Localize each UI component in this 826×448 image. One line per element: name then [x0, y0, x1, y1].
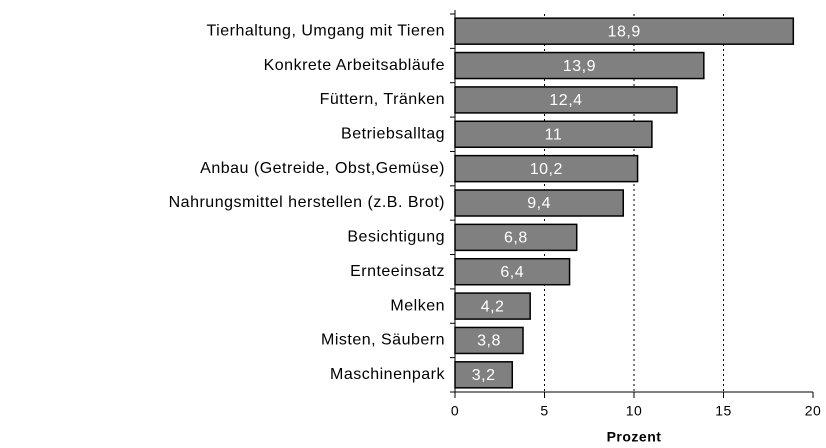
- bar: [454, 223, 578, 252]
- value-label: 10,2: [530, 161, 563, 178]
- bar: [454, 86, 678, 114]
- bar: [454, 17, 795, 45]
- x-tick-label: 20: [805, 403, 822, 419]
- value-label: 11: [545, 126, 563, 143]
- bar: [454, 51, 705, 80]
- bar: [454, 361, 514, 389]
- bar: [454, 154, 639, 183]
- value-label: 3,2: [472, 367, 496, 384]
- bar: [454, 120, 653, 149]
- y-tick-label: Nahrungsmittel herstellen (z.B. Brot): [169, 194, 445, 211]
- y-tick-label: Füttern, Tränken: [320, 91, 445, 108]
- bar: [454, 189, 625, 217]
- x-tick-label: 15: [715, 403, 732, 419]
- x-tick-label: 10: [626, 403, 643, 419]
- y-tick-label: Ernteeinsatz: [350, 263, 445, 280]
- value-label: 13,9: [563, 58, 596, 75]
- y-tick-label: Maschinenpark: [330, 366, 446, 383]
- y-tick-label: Anbau (Getreide, Obst,Gemüse): [200, 160, 445, 177]
- value-label: 6,4: [500, 264, 524, 281]
- y-tick-label: Misten, Säubern: [321, 332, 445, 349]
- x-tick-label: 0: [451, 403, 459, 419]
- value-label: 3,8: [477, 333, 501, 350]
- value-label: 4,2: [481, 298, 505, 315]
- y-tick-label: Tierhaltung, Umgang mit Tieren: [206, 22, 445, 39]
- y-tick-label: Besichtigung: [347, 229, 445, 246]
- bar: [454, 292, 531, 320]
- value-label: 18,9: [608, 23, 641, 40]
- y-tick-label: Konkrete Arbeitsabläufe: [264, 57, 445, 74]
- y-tick-label: Melken: [390, 297, 445, 314]
- x-tick-label: 5: [540, 403, 548, 419]
- x-axis-label: Prozent: [607, 429, 662, 445]
- bar: [454, 326, 524, 355]
- value-label: 12,4: [549, 92, 582, 109]
- y-tick-label: Betriebsalltag: [341, 125, 445, 142]
- value-label: 6,8: [504, 230, 528, 247]
- bar: [454, 257, 571, 286]
- value-label: 9,4: [527, 195, 551, 212]
